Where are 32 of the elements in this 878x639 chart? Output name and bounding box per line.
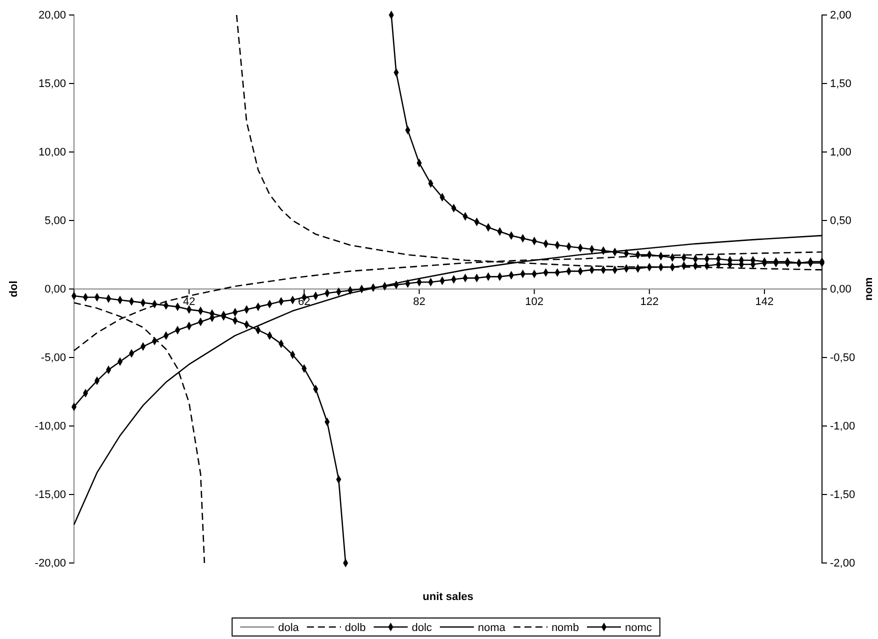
y2-tick-label: -1,00	[830, 420, 856, 433]
y-tick-label: -15,00	[34, 489, 66, 502]
y2-tick-label: 1,50	[830, 78, 852, 90]
y-tick-label: -20,00	[34, 558, 66, 570]
x-axis-title: unit sales	[422, 591, 474, 603]
legend-label: nomb	[551, 622, 579, 634]
y2-tick-label: -1,50	[830, 489, 856, 502]
x-tick-label: 82	[413, 296, 426, 308]
y-tick-label: 5,00	[44, 215, 66, 228]
y-tick-label: -10,00	[34, 420, 66, 433]
legend-label: dolc	[412, 622, 432, 634]
y-tick-label: 15,00	[38, 78, 66, 90]
y-tick-label: 20,00	[38, 10, 66, 22]
legend-label: noma	[478, 622, 506, 634]
y-tick-label: 10,00	[38, 146, 66, 159]
y2-tick-label: -0,50	[830, 352, 856, 364]
y2-tick-label: 1,00	[830, 146, 852, 159]
y2-tick-label: 0,00	[830, 284, 852, 296]
y2-tick-label: 2,00	[830, 10, 852, 22]
x-tick-label: 122	[640, 296, 659, 308]
x-tick-label: 42	[182, 296, 196, 308]
y-tick-label: 0,00	[44, 284, 66, 296]
y-axis-title: dol	[8, 280, 20, 298]
y2-tick-label: 0,50	[830, 215, 852, 228]
legend-label: dola	[278, 622, 300, 634]
y-tick-label: -5,00	[40, 352, 66, 364]
legend-label: nomc	[624, 622, 652, 634]
x-tick-label: 142	[755, 296, 774, 308]
y2-tick-label: -2,00	[830, 558, 856, 570]
legend-label: dolb	[344, 622, 366, 634]
y2-axis-title: nom	[863, 277, 875, 301]
x-tick-label: 102	[525, 296, 544, 308]
